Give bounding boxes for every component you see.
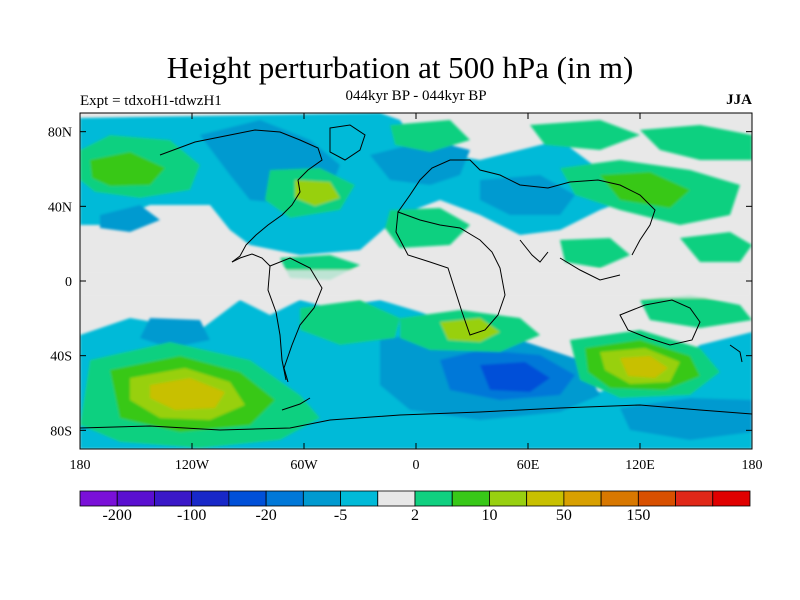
lon-tick-label: 120W <box>175 458 210 473</box>
positive-region-arctic-east <box>390 120 470 152</box>
colorbar-swatch <box>340 490 379 507</box>
negative-core-pacific <box>100 205 160 232</box>
coastline-new-zealand <box>729 344 743 363</box>
positive-region-tropical-pacific <box>680 232 752 262</box>
axis-ticks <box>79 113 753 449</box>
lon-tick-label: 180 <box>742 458 763 473</box>
lon-tick-label: 60E <box>517 458 540 473</box>
lon-tick-label: 180 <box>70 458 91 473</box>
positive-core-south-pacific-max <box>150 378 225 410</box>
coastlines <box>80 124 752 431</box>
colorbar-swatch <box>675 490 714 507</box>
colorbar-label: -200 <box>102 507 132 524</box>
lat-tick-label: 40S <box>50 350 72 365</box>
lat-tick-label: 0 <box>65 275 72 290</box>
coastline-southeast-asia <box>559 257 621 281</box>
colorbar <box>79 490 751 507</box>
coastline-south-america <box>269 257 323 383</box>
latitude-tick-labels: 80N 40N 0 40S 80S <box>48 126 72 440</box>
season-label: JJA <box>726 92 752 108</box>
positive-core-east-asia <box>600 172 690 208</box>
contour-fill-layer <box>80 113 752 449</box>
positive-core-south-atlantic <box>440 318 500 342</box>
coastline-north-america <box>159 129 323 263</box>
colorbar-label: -100 <box>176 507 207 524</box>
positive-core-indian-ocean-max <box>620 356 668 378</box>
equatorial-neutral-band <box>80 270 752 298</box>
colorbar-swatch <box>228 490 267 507</box>
colorbar-label: 50 <box>555 507 572 524</box>
colorbar-swatch <box>265 490 304 507</box>
coastline-central-america <box>231 253 271 267</box>
longitude-tick-labels: 180 120W 60W 0 60E 120E 180 <box>70 458 763 473</box>
negative-core-south-pacific <box>140 318 210 348</box>
lat-tick-label: 80N <box>48 126 72 141</box>
colorbar-swatch <box>191 490 230 507</box>
colorbar-swatch <box>600 490 639 507</box>
colorbar-swatch <box>637 490 676 507</box>
lon-tick-label: 0 <box>413 458 420 473</box>
positive-region-south-america-east <box>300 300 400 345</box>
coastline-australia <box>619 299 701 346</box>
colorbar-swatch <box>154 490 193 507</box>
colorbar-swatch <box>302 490 341 507</box>
lat-tick-label: 40N <box>48 200 72 215</box>
coastline-eurasia <box>397 159 656 256</box>
colorbar-swatch <box>377 490 416 507</box>
positive-region-mediterranean <box>385 208 470 248</box>
coastline-antarctic-peninsula <box>281 397 311 411</box>
experiment-label: Expt = tdxoH1-tdwzH1 <box>80 93 222 109</box>
negative-core-asia <box>480 175 575 215</box>
colorbar-swatch <box>451 490 490 507</box>
coastline-south-america-west <box>267 265 287 381</box>
colorbar-swatch <box>526 490 565 507</box>
map-title: Height perturbation at 500 hPa (in m) <box>166 50 634 85</box>
colorbar-swatch <box>712 490 751 507</box>
positive-region-arctic-pacific <box>640 125 752 160</box>
colorbar-label: -5 <box>333 507 348 524</box>
coastline-india <box>519 239 549 263</box>
colorbar-label: 2 <box>411 507 419 524</box>
colorbar-label: 150 <box>626 507 651 524</box>
negative-core-atlantic <box>370 140 470 185</box>
lon-tick-label: 120E <box>625 458 655 473</box>
coastline-africa <box>395 211 506 336</box>
positive-region-arctic-asia <box>530 120 640 150</box>
colorbar-label: -20 <box>255 507 277 524</box>
lat-tick-label: 80S <box>50 424 72 439</box>
positive-core-north-atlantic <box>295 180 340 206</box>
positive-core-north-pacific <box>90 152 165 186</box>
colorbar-label: 10 <box>481 507 498 524</box>
colorbar-swatch <box>414 490 453 507</box>
positive-region-tropical-indian <box>560 238 630 268</box>
negative-core-south-atlantic-deep <box>480 362 550 392</box>
colorbar-swatch <box>489 490 528 507</box>
negative-core-southern-ocean <box>620 398 752 440</box>
time-range-subtitle: 044kyr BP - 044kyr BP <box>345 88 487 104</box>
colorbar-swatch <box>563 490 602 507</box>
colorbar-swatch <box>79 490 118 507</box>
colorbar-swatch <box>116 490 155 507</box>
positive-region-australia-south <box>640 295 752 328</box>
coastline-antarctica <box>80 404 752 431</box>
coastline-greenland <box>329 124 366 161</box>
lon-tick-label: 60W <box>290 458 318 473</box>
